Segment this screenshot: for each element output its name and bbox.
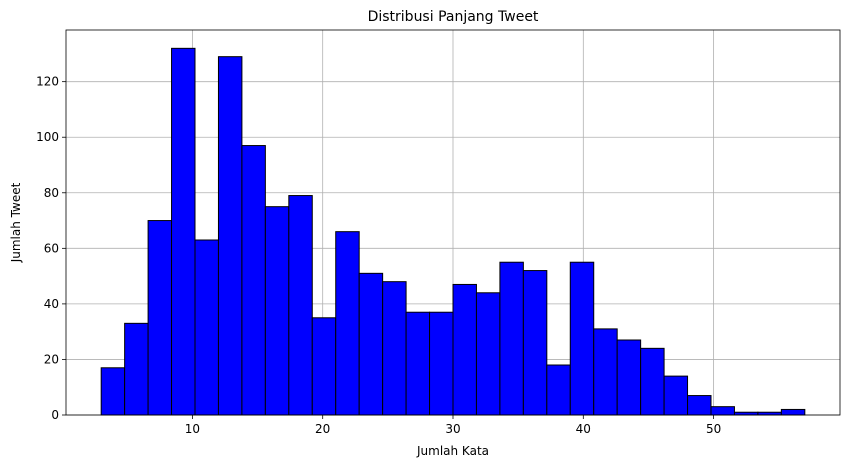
histogram-bar [640,347,665,416]
x-axis-ticks: 10 20 30 40 50 [185,415,721,436]
histogram-bar [100,367,126,416]
histogram-bar [757,411,782,416]
x-axis-title: Jumlah Kata [416,444,489,458]
y-tick-label: 60 [44,241,59,255]
histogram-bar [522,270,548,416]
histogram-bar [616,339,642,416]
y-tick-label: 20 [44,352,59,366]
histogram-bar [593,328,618,416]
histogram-bar [288,195,313,416]
y-tick-label: 0 [51,408,59,422]
y-tick-label: 80 [44,186,59,200]
x-tick-label: 20 [315,422,330,436]
histogram-bar [499,261,524,416]
histogram-bar [780,408,806,416]
x-tick-label: 30 [445,422,460,436]
y-axis-ticks: 0 20 40 60 80 100 120 [36,75,66,422]
y-axis-title: Jumlah Tweet [9,182,23,263]
chart-title: Distribusi Panjang Tweet [368,9,539,25]
histogram-bar [710,406,735,416]
histogram-bar [124,322,149,416]
histogram-bar [429,311,454,416]
y-tick-label: 40 [44,297,59,311]
x-tick-label: 10 [185,422,200,436]
y-tick-label: 100 [36,130,59,144]
histogram-bar [311,317,337,416]
histogram-bar [452,283,477,416]
x-tick-label: 50 [706,422,721,436]
histogram-bar [733,411,759,416]
histogram-bar [546,364,571,416]
histogram-bar [687,395,712,416]
histogram-bar [194,239,219,416]
histogram-bar [475,292,501,416]
y-tick-label: 120 [36,75,59,89]
histogram-bar [241,145,266,416]
histogram-bar [147,220,173,416]
histogram-bar [569,261,595,416]
histogram-bar [382,281,407,416]
x-tick-label: 40 [576,422,591,436]
histogram-bar [217,56,243,416]
histogram-bar [264,206,290,416]
histogram-bar [335,231,360,416]
histogram-bar [663,375,689,416]
histogram-bar [358,272,384,416]
histogram-bar [405,311,431,416]
histogram-bar [171,47,196,416]
bars-layer [100,47,806,416]
